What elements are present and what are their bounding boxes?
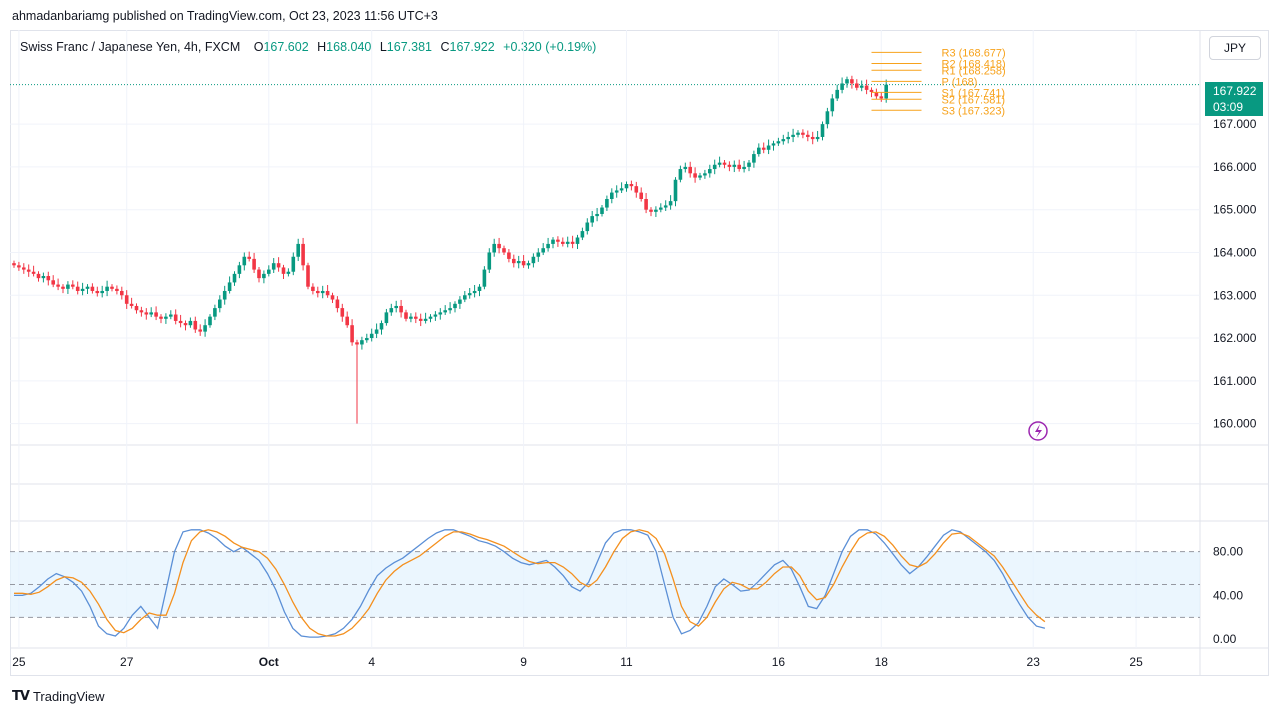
- close-label: C: [440, 40, 450, 54]
- open-label: O: [253, 40, 264, 54]
- close-value: 167.922: [449, 40, 495, 54]
- open-value-group: O167.602: [254, 40, 312, 54]
- last-price-value: 167.922: [1213, 84, 1257, 98]
- publisher-line: ahmadanbariamg published on TradingView.…: [12, 9, 438, 23]
- symbol-title: Swiss Franc / Japanese Yen, 4h, FXCM: [20, 40, 241, 54]
- high-value-group: H168.040: [317, 40, 375, 54]
- close-value-group: C167.922: [440, 40, 498, 54]
- currency-button[interactable]: JPY: [1209, 36, 1261, 60]
- open-value: 167.602: [263, 40, 309, 54]
- tradingview-logo-icon: 𝗧𝗩: [12, 688, 30, 703]
- last-price-tag: 167.922 03:09: [1205, 82, 1263, 116]
- chart-frame: [10, 30, 1269, 676]
- low-label: L: [379, 40, 387, 54]
- footer-brand-label: TradingView: [32, 688, 105, 704]
- change-value: +0.320 (+0.19%): [503, 40, 597, 54]
- low-value: 167.381: [386, 40, 432, 54]
- high-value: 168.040: [326, 40, 372, 54]
- footer-brand[interactable]: 𝗧𝗩 TradingView: [12, 688, 104, 704]
- high-label: H: [317, 40, 327, 54]
- bar-countdown: 03:09: [1213, 100, 1244, 114]
- low-value-group: L167.381: [380, 40, 436, 54]
- chart-legend: Swiss Franc / Japanese Yen, 4h, FXCM O16…: [20, 40, 596, 54]
